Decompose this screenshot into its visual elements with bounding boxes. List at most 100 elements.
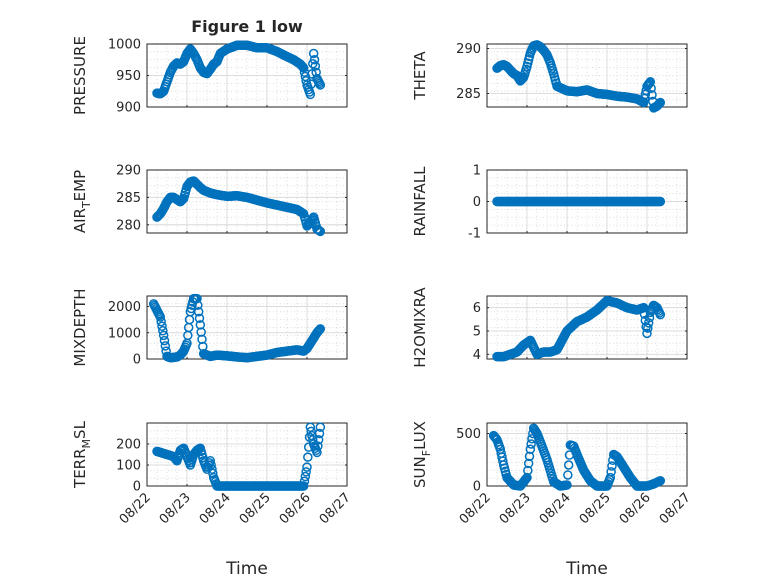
data-point <box>645 77 656 87</box>
y-axis-label: SUNFLUX <box>411 421 433 488</box>
subplot-1: 900 950 1000 PRESSURE Figure 1 low <box>71 17 348 116</box>
y-tick-label: 0 <box>133 480 141 495</box>
data-point <box>299 476 310 487</box>
data-point <box>313 441 323 451</box>
data-point <box>193 300 203 310</box>
y-tick-label: 290 <box>116 164 141 179</box>
x-tick-label: 08/24 <box>197 490 234 527</box>
x-tick-label: 08/23 <box>157 490 194 527</box>
y-axis-label: AIRTEMP <box>71 170 93 233</box>
y-tick-label: 2000 <box>108 300 141 315</box>
y-tick-label: 285 <box>116 191 141 206</box>
data-point <box>643 323 653 333</box>
x-tick-label: 08/27 <box>317 490 354 527</box>
subplot-7: 0 100 200 08/22 08/23 08/24 08/25 08/26 08/27 TER… <box>71 420 354 579</box>
data-point <box>315 226 326 237</box>
y-axis-label: H2OMIXRA <box>411 287 429 368</box>
x-tick-label: 08/25 <box>577 490 614 527</box>
data-point <box>653 99 664 110</box>
data-point <box>310 61 321 71</box>
subplot-3: 280 285 290 AIRTEMP <box>71 164 348 237</box>
x-tick-label: 08/26 <box>617 490 654 527</box>
chart-title: Figure 1 low <box>191 17 303 36</box>
y-axis-label: PRESSURE <box>71 36 89 115</box>
data-point <box>563 470 573 480</box>
data-point <box>302 462 312 472</box>
y-axis-label: MIXDEPTH <box>71 288 89 366</box>
data-point <box>303 452 313 462</box>
data-point <box>605 472 616 483</box>
y-tick-label: 1000 <box>108 326 141 341</box>
x-tick-label: 08/26 <box>277 490 314 527</box>
y-axis-label: THETA <box>411 51 429 101</box>
data-point <box>653 100 663 110</box>
axes-box <box>486 43 688 108</box>
data-point <box>193 307 204 317</box>
data-point <box>607 461 617 471</box>
data-series <box>488 423 666 491</box>
x-axis-label: Time <box>225 559 268 579</box>
y-tick-label: -1 <box>468 227 481 242</box>
data-point <box>158 330 169 341</box>
data-point <box>208 468 218 479</box>
data-series <box>148 293 326 363</box>
data-point <box>301 467 311 477</box>
y-tick-label: 1 <box>473 164 481 179</box>
x-axis-label: Time <box>565 559 608 579</box>
y-tick-label: 6 <box>473 301 481 316</box>
x-tick-label: 08/22 <box>117 490 154 527</box>
data-point <box>298 62 308 72</box>
data-point <box>298 63 309 73</box>
data-point <box>655 97 666 108</box>
y-tick-label: 0 <box>133 353 141 368</box>
axes-box <box>486 295 688 360</box>
data-point <box>156 316 166 327</box>
data-point <box>307 69 317 79</box>
y-tick-label: 950 <box>116 69 141 84</box>
data-point <box>297 61 307 71</box>
data-point <box>194 313 205 324</box>
data-point <box>177 195 187 205</box>
data-point <box>305 89 316 100</box>
data-point <box>522 472 532 483</box>
data-point <box>159 335 170 346</box>
y-tick-label: 900 <box>116 101 141 116</box>
data-point <box>655 196 666 207</box>
y-tick-label: 5 <box>473 325 481 340</box>
x-tick-label: 08/27 <box>657 490 694 527</box>
data-point <box>308 48 319 59</box>
subplot-8: 0 500 08/22 08/23 08/24 08/25 08/26 08/27 SUNFLU… <box>411 421 694 579</box>
y-tick-label: 100 <box>116 459 141 474</box>
data-series <box>492 196 666 207</box>
data-point <box>315 324 326 334</box>
y-tick-label: 280 <box>116 218 141 233</box>
axes-box <box>146 169 348 234</box>
x-tick-label: 08/22 <box>457 490 494 527</box>
data-point <box>314 428 325 439</box>
y-tick-label: 1000 <box>108 38 141 53</box>
data-point <box>312 447 322 458</box>
data-point <box>654 98 665 109</box>
data-point <box>192 293 202 304</box>
x-tick-label: 08/25 <box>237 490 274 527</box>
data-point <box>298 481 309 491</box>
data-point <box>155 312 166 322</box>
data-point <box>524 451 535 462</box>
data-series <box>152 176 326 237</box>
y-axis-label: RAINFALL <box>411 166 429 237</box>
data-point <box>646 83 656 94</box>
data-point <box>523 458 534 469</box>
y-axis-label: TERRMSL <box>71 420 93 489</box>
subplot-5: 0 1000 2000 MIXDEPTH <box>71 288 348 368</box>
data-series <box>492 295 666 362</box>
data-point <box>563 460 574 470</box>
data-point <box>523 465 533 476</box>
y-tick-label: 290 <box>456 42 481 57</box>
data-point <box>562 480 572 490</box>
subplot-2: 285 290 THETA <box>411 40 688 113</box>
data-series <box>492 40 666 113</box>
subplot-6: 4 5 6 H2OMIXRA <box>411 287 688 368</box>
data-point <box>655 309 666 320</box>
